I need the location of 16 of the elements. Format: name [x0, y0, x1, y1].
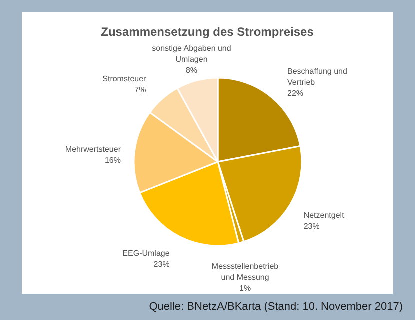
data-label: 7% — [134, 86, 146, 95]
slice-label: Beschaffung und Vertrieb — [288, 66, 348, 87]
slice-label: sonstige Abgaben und Umlagen — [152, 44, 232, 64]
data-label: 8% — [186, 66, 198, 75]
slice-label: Netzentgelt — [304, 210, 346, 220]
chart-title: Zusammensetzung des Strompreises — [101, 25, 314, 39]
data-label: 16% — [104, 156, 121, 166]
data-label: 1% — [239, 284, 252, 293]
slice-label: Stromsteuer — [102, 74, 147, 84]
data-label: 23% — [304, 222, 320, 231]
slice-label: Mehrwertsteuer — [65, 145, 122, 154]
data-label: 23% — [154, 260, 170, 270]
slice-label: Messstellenbetrieb und Messung — [212, 262, 280, 282]
source-note: Quelle: BNetzA/BKarta (Stand: 10. November 2017) — [149, 301, 403, 313]
data-label: 22% — [288, 88, 304, 98]
slice-label: EEG-Umlage — [122, 249, 170, 258]
